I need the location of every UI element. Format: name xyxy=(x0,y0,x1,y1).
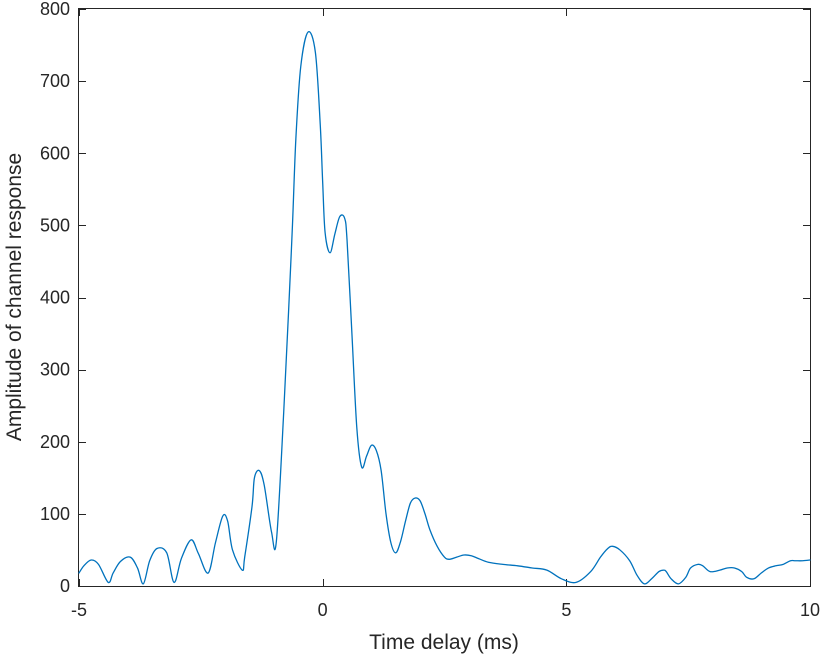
x-tick-label: -5 xyxy=(71,600,87,620)
y-tick-label: 500 xyxy=(40,215,70,235)
x-tick-label: 10 xyxy=(800,600,820,620)
x-axis-label: Time delay (ms) xyxy=(369,631,519,654)
ticks xyxy=(79,9,811,587)
series-line xyxy=(78,30,811,585)
y-axis-label: Amplitude of channel response xyxy=(3,153,26,441)
plot-box xyxy=(78,8,811,587)
y-tick-label: 800 xyxy=(40,0,70,19)
y-tick-label: 600 xyxy=(40,143,70,163)
y-tick-label: 700 xyxy=(40,71,70,91)
y-tick-label: 0 xyxy=(60,576,70,596)
y-tick-label: 200 xyxy=(40,432,70,452)
x-tick-label: 0 xyxy=(318,600,328,620)
x-tick-label: 5 xyxy=(561,600,571,620)
y-tick-label: 100 xyxy=(40,504,70,524)
y-tick-label: 400 xyxy=(40,288,70,308)
y-tick-label: 300 xyxy=(40,360,70,380)
plot-area xyxy=(78,8,811,587)
